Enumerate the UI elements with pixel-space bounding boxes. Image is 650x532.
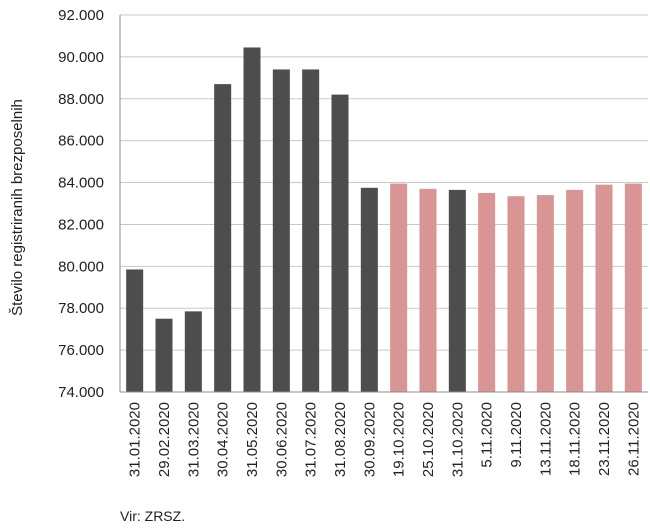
y-tick-label: 84.000 bbox=[58, 175, 104, 192]
bar bbox=[126, 269, 144, 392]
bar bbox=[478, 193, 496, 392]
bar bbox=[184, 311, 202, 392]
x-tick-label: 23.11.2020 bbox=[596, 402, 613, 476]
y-tick-labels: 74.000 76.000 78.000 80.000 82.000 84.000 86.0… bbox=[58, 7, 104, 401]
bar bbox=[390, 183, 408, 392]
y-tick-label: 80.000 bbox=[58, 258, 104, 275]
x-tick-label: 30.06.2020 bbox=[273, 402, 290, 477]
x-tick-label: 31.08.2020 bbox=[332, 402, 349, 477]
bar bbox=[272, 69, 290, 392]
x-tick-label: 31.03.2020 bbox=[185, 402, 202, 477]
y-axis-label: Število registriranih brezposelnih bbox=[9, 99, 26, 316]
bar bbox=[624, 183, 642, 392]
gridlines bbox=[120, 14, 648, 351]
bar bbox=[448, 189, 466, 392]
x-tick-labels: 31.01.2020 29.02.2020 31.03.2020 30.04.2020… bbox=[127, 402, 643, 477]
y-tick-label: 86.000 bbox=[58, 133, 104, 150]
y-tick-label: 82.000 bbox=[58, 216, 104, 233]
x-tick-label: 29.02.2020 bbox=[156, 402, 173, 477]
x-tick-label: 18.11.2020 bbox=[567, 402, 584, 476]
x-tick-label: 31.07.2020 bbox=[303, 402, 320, 477]
x-tick-label: 31.10.2020 bbox=[449, 402, 466, 477]
x-tick-label: 26.11.2020 bbox=[625, 402, 642, 476]
axes bbox=[119, 15, 648, 393]
bar bbox=[360, 187, 378, 392]
y-tick-label: 92.000 bbox=[58, 7, 104, 24]
x-tick-label: 13.11.2020 bbox=[537, 402, 554, 476]
x-tick-label: 19.10.2020 bbox=[391, 402, 408, 477]
x-tick-label: 31.01.2020 bbox=[127, 402, 144, 477]
bar bbox=[507, 196, 525, 392]
y-tick-label: 78.000 bbox=[58, 300, 104, 317]
x-tick-label: 9.11.2020 bbox=[508, 402, 525, 468]
bar bbox=[595, 184, 613, 392]
x-tick-label: 5.11.2020 bbox=[479, 402, 496, 468]
bar bbox=[566, 189, 584, 392]
bar bbox=[155, 318, 173, 392]
x-tick-label: 30.09.2020 bbox=[361, 402, 378, 477]
bar bbox=[331, 94, 349, 392]
y-tick-label: 88.000 bbox=[58, 91, 104, 108]
bar bbox=[536, 195, 554, 392]
source-note: Vir: ZRSZ. bbox=[120, 508, 186, 524]
y-tick-label: 74.000 bbox=[58, 384, 104, 401]
y-tick-label: 76.000 bbox=[58, 342, 104, 359]
x-tick-label: 30.04.2020 bbox=[215, 402, 232, 477]
y-tick-label: 90.000 bbox=[58, 49, 104, 66]
bar bbox=[243, 47, 261, 392]
x-tick-label: 31.05.2020 bbox=[244, 402, 261, 477]
bar bbox=[302, 69, 320, 392]
bar bbox=[214, 84, 232, 392]
x-tick-label: 25.10.2020 bbox=[420, 402, 437, 477]
bar bbox=[419, 188, 437, 392]
bars bbox=[126, 47, 642, 392]
